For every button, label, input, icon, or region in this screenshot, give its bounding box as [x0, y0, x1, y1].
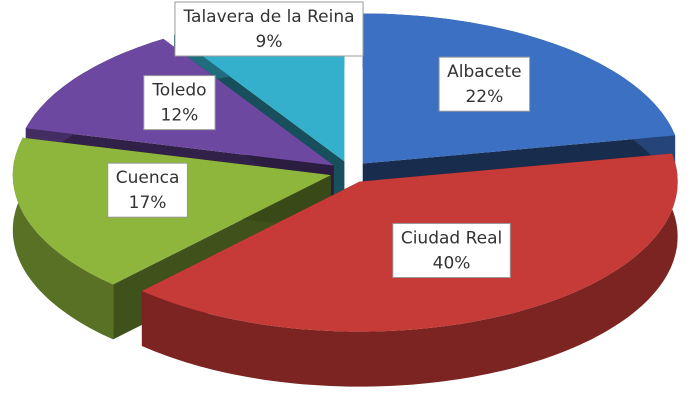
category-label: Cuenca — [116, 168, 180, 188]
value-label: 12% — [161, 106, 199, 126]
label-box — [438, 56, 531, 112]
label-box — [392, 223, 511, 279]
category-label: Albacete — [447, 62, 522, 82]
label-box — [174, 1, 364, 57]
labels: Albacete 22% Ciudad Real 40% Cuenca 17% Toledo… — [107, 1, 531, 279]
category-label: Ciudad Real — [401, 229, 502, 249]
value-label: 9% — [256, 32, 283, 52]
slice-wall — [12, 137, 114, 340]
slice-wall — [141, 153, 678, 387]
label-box — [143, 75, 216, 131]
value-label: 40% — [433, 254, 471, 274]
value-label: 22% — [465, 87, 503, 107]
category-label: Toledo — [151, 81, 206, 101]
value-label: 17% — [129, 193, 167, 213]
label-box — [107, 162, 188, 218]
category-label: Talavera de la Reina — [182, 7, 354, 27]
